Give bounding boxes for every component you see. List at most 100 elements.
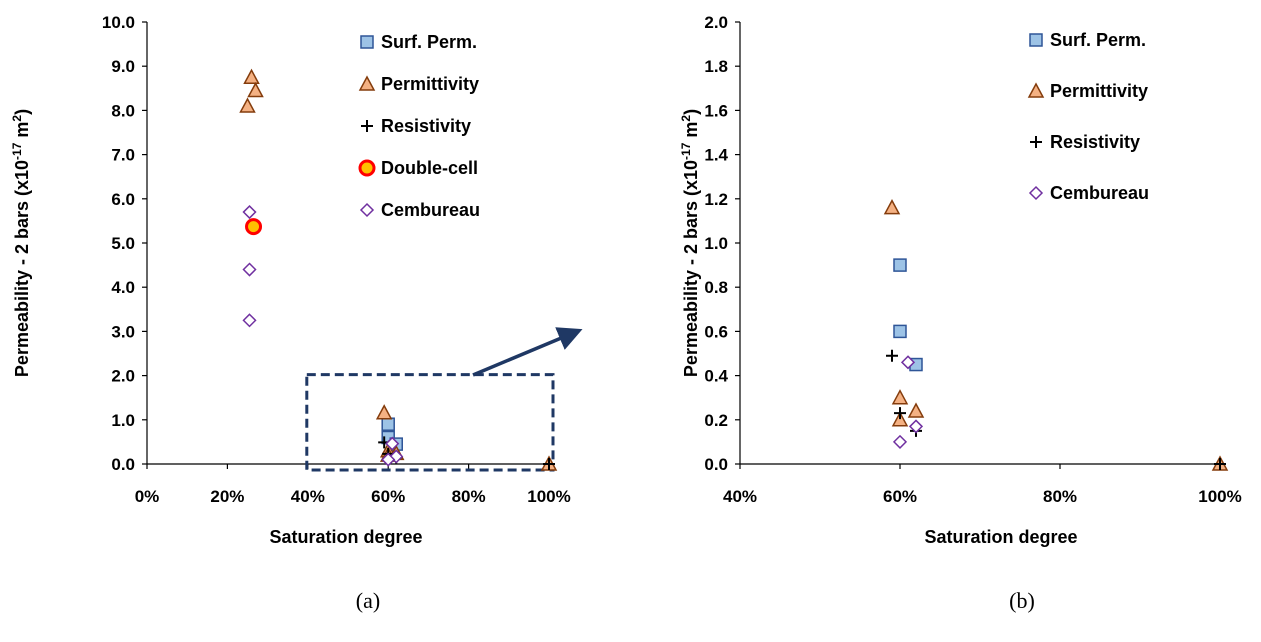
y-axis-label-superscript: 2 xyxy=(10,115,24,122)
y-tick-label: 1.8 xyxy=(704,57,728,76)
series-cembureau xyxy=(892,355,924,449)
chart-b: 0.0 0.2 0.4 0.6 0.8 1.0 1.2 1.4 1.6 1.8 2.0 40% 60% 8… xyxy=(679,13,1242,613)
y-axis-label-part: Permeability - 2 bars (x10 xyxy=(681,160,701,377)
data-point xyxy=(893,324,907,339)
y-tick-label: 1.4 xyxy=(704,146,728,165)
legend-marker xyxy=(358,75,376,91)
data-point xyxy=(907,402,925,418)
y-tick-label: 10.0 xyxy=(102,13,135,32)
legend-label: Permittivity xyxy=(381,74,479,94)
series-permittivity xyxy=(883,199,1229,471)
y-tick-label: 0.4 xyxy=(704,367,728,386)
y-axis-label-superscript: -17 xyxy=(679,142,693,160)
data-point xyxy=(892,434,908,449)
data-point xyxy=(894,407,906,420)
data-point xyxy=(883,199,901,215)
data-point xyxy=(908,419,924,434)
y-axis-label: Permeability - 2 bars (x10-17 m2) xyxy=(10,109,32,377)
data-point xyxy=(891,389,909,405)
legend-marker xyxy=(1029,33,1043,47)
legend-label: Cembureau xyxy=(381,200,480,220)
data-point xyxy=(242,262,257,277)
data-point xyxy=(375,404,393,420)
y-tick-label: 0.6 xyxy=(704,322,728,341)
y-axis-label-part: m xyxy=(681,122,701,143)
x-tick-label: 60% xyxy=(883,487,917,506)
data-point xyxy=(900,355,916,370)
data-point xyxy=(242,313,257,328)
legend-label: Double-cell xyxy=(381,158,478,178)
y-tick-label: 2.0 xyxy=(111,367,135,386)
y-tick-label: 1.0 xyxy=(704,234,728,253)
y-tick-label: 2.0 xyxy=(704,13,728,32)
x-tick-label: 0% xyxy=(135,487,160,506)
data-point xyxy=(385,436,400,451)
x-tick-label: 20% xyxy=(210,487,244,506)
legend-label: Resistivity xyxy=(1050,132,1140,152)
series-surf-perm- xyxy=(893,258,923,372)
data-point xyxy=(242,204,257,220)
y-axis-label-part: Permeability - 2 bars (x10 xyxy=(12,160,32,377)
y-tick-label: 4.0 xyxy=(111,278,135,297)
data-point xyxy=(381,417,395,431)
legend-marker xyxy=(361,120,373,132)
x-tick-label: 40% xyxy=(291,487,325,506)
y-tick-label: 6.0 xyxy=(111,190,135,209)
y-tick-label: 5.0 xyxy=(111,234,135,253)
y-tick-label: 7.0 xyxy=(111,146,135,165)
x-tick-label: 100% xyxy=(527,487,570,506)
zoom-arrow xyxy=(472,327,583,377)
data-point xyxy=(886,349,898,362)
chart-a: 0.0 1.0 2.0 3.0 4.0 5.0 6.0 7.0 8.0 9.0 10.0 0% 20% 4… xyxy=(10,13,583,613)
legend: Surf. Perm. Permittivity Resistivity Double… xyxy=(358,32,480,220)
data-point xyxy=(893,258,907,272)
data-point xyxy=(243,68,260,84)
x-axis-label: Saturation degree xyxy=(924,527,1077,547)
x-axis-label: Saturation degree xyxy=(269,527,422,547)
data-point xyxy=(891,411,909,427)
y-axis-label-part: ) xyxy=(12,109,32,115)
y-axis-label-superscript: -17 xyxy=(10,142,24,160)
legend: Surf. Perm. Permittivity Resistivity Cembur… xyxy=(1027,30,1149,203)
y-tick-label: 0.2 xyxy=(704,411,728,430)
data-point xyxy=(239,97,256,113)
legend-marker xyxy=(1028,185,1044,201)
data-point xyxy=(1214,458,1226,470)
x-tick-label: 80% xyxy=(452,487,486,506)
y-tick-label: 0.0 xyxy=(704,455,728,474)
x-tick-label: 40% xyxy=(723,487,757,506)
y-tick-label: 9.0 xyxy=(111,57,135,76)
series-resistivity xyxy=(378,436,555,470)
legend-marker xyxy=(1027,82,1045,98)
y-axis-label-part: ) xyxy=(681,109,701,115)
x-tick-label: 60% xyxy=(371,487,405,506)
legend-marker xyxy=(359,202,375,218)
y-tick-label: 1.2 xyxy=(704,190,728,209)
data-point xyxy=(247,81,264,98)
legend-label: Cembureau xyxy=(1050,183,1149,203)
legend-label: Permittivity xyxy=(1050,81,1148,101)
series-cembureau xyxy=(242,204,404,467)
y-axis-label: Permeability - 2 bars (x10-17 m2) xyxy=(679,109,701,377)
legend-marker xyxy=(360,35,374,49)
legend-label: Resistivity xyxy=(381,116,471,136)
figure-caption: (a) xyxy=(356,588,380,613)
y-tick-label: 8.0 xyxy=(111,101,135,120)
legend-marker xyxy=(358,159,376,177)
zoom-box xyxy=(305,373,555,472)
figure-caption: (b) xyxy=(1009,588,1035,613)
series-resistivity xyxy=(886,349,1226,470)
data-point xyxy=(381,452,396,467)
y-axis-label-part: m xyxy=(12,122,32,143)
y-tick-label: 1.6 xyxy=(704,101,728,120)
y-tick-label: 1.0 xyxy=(111,411,135,430)
x-tick-label: 100% xyxy=(1198,487,1241,506)
y-axis-label-superscript: 2 xyxy=(679,115,693,122)
data-point xyxy=(245,218,263,236)
series-double-cell xyxy=(245,218,263,236)
legend-label: Surf. Perm. xyxy=(381,32,477,52)
legend-label: Surf. Perm. xyxy=(1050,30,1146,50)
y-tick-label: 3.0 xyxy=(111,322,135,341)
